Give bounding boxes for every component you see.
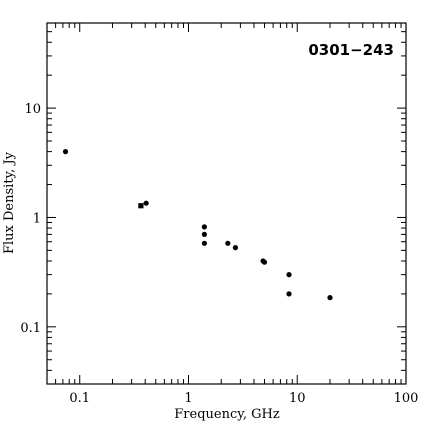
data-point-square (138, 203, 144, 209)
x-tick-label: 10 (289, 391, 306, 406)
data-point (327, 295, 333, 301)
y-tick-labels: 0.1 1 10 (20, 102, 41, 336)
x-tick-label: 1 (184, 391, 192, 406)
data-point (232, 245, 239, 251)
y-axis-label: Flux Density, Jy (2, 151, 17, 254)
plot-frame (46, 22, 407, 385)
data-point (143, 200, 149, 206)
axis-ticks (46, 22, 407, 385)
data-point (261, 259, 268, 265)
y-tick-label: 0.1 (20, 321, 41, 336)
data-point (225, 240, 231, 246)
y-tick-label: 1 (33, 211, 41, 226)
data-points (62, 149, 333, 301)
data-point (62, 149, 69, 155)
y-tick-label: 10 (24, 102, 41, 117)
data-point (201, 231, 207, 237)
data-point (286, 291, 292, 297)
data-point (286, 272, 292, 278)
x-tick-label: 0.1 (69, 391, 90, 406)
chart-title: 0301−243 (308, 41, 394, 59)
x-tick-labels: 0.1 1 10 100 (69, 391, 418, 406)
data-point (201, 240, 207, 246)
data-point (201, 224, 207, 230)
x-tick-label: 100 (394, 391, 419, 406)
x-axis-label: Frequency, GHz (174, 407, 280, 422)
